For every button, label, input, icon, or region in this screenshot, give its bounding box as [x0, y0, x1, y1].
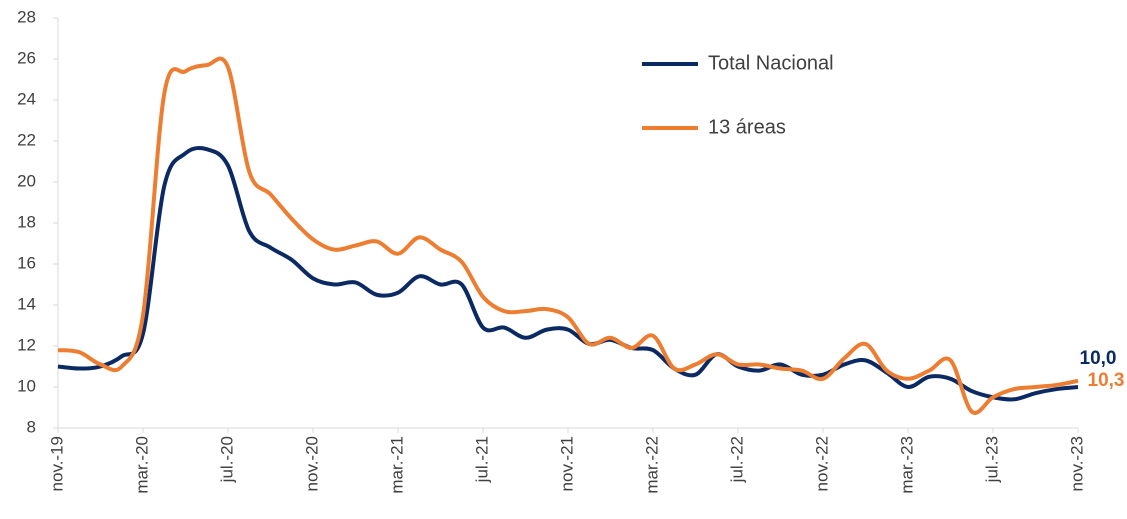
- x-tick-label: nov.-19: [47, 436, 66, 491]
- x-tick-label: nov.-21: [557, 436, 576, 491]
- legend-label: 13 áreas: [708, 116, 786, 138]
- x-tick-label: mar.-20: [132, 436, 151, 494]
- x-tick-label: jul.-22: [727, 436, 746, 483]
- y-tick-label: 28: [17, 7, 36, 26]
- x-tick-label: jul.-20: [217, 436, 236, 483]
- x-tick-label: jul.-23: [982, 436, 1001, 483]
- series-line: [57, 56, 1079, 415]
- y-tick-label: 20: [17, 171, 36, 190]
- y-tick-label: 10: [17, 376, 36, 395]
- x-tick-label: nov.-20: [302, 436, 321, 491]
- x-tick-label: mar.-23: [897, 436, 916, 494]
- y-tick-label: 8: [27, 417, 36, 436]
- y-tick-label: 24: [17, 89, 36, 108]
- series-line: [57, 145, 1079, 402]
- x-tick-label: nov.-22: [812, 436, 831, 491]
- x-tick-label: nov.-23: [1067, 436, 1086, 491]
- y-tick-label: 14: [17, 294, 36, 313]
- value-label: 10,0: [1080, 348, 1117, 369]
- y-tick-label: 26: [17, 48, 36, 67]
- y-tick-label: 22: [17, 130, 36, 149]
- y-tick-label: 16: [17, 253, 36, 272]
- x-tick-label: mar.-22: [642, 436, 661, 494]
- x-tick-label: mar.-21: [387, 436, 406, 494]
- x-tick-label: jul.-21: [472, 436, 491, 483]
- y-tick-label: 18: [17, 212, 36, 231]
- value-label: 10,3: [1088, 370, 1125, 391]
- y-tick-label: 12: [17, 335, 36, 354]
- legend-label: Total Nacional: [708, 52, 834, 74]
